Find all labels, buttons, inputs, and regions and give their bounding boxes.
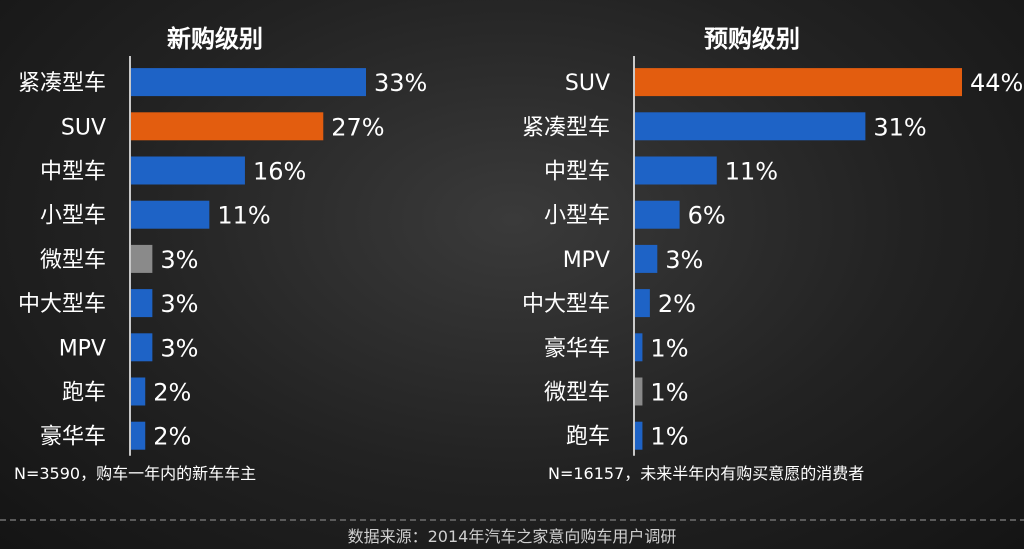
right-value-label: 1%: [650, 379, 688, 407]
right-category-label: 紧凑型车: [522, 115, 610, 140]
right-value-label: 2%: [658, 290, 696, 318]
left-category-label: 中型车: [40, 160, 106, 185]
right-value-label: 1%: [650, 423, 688, 451]
left-value-label: 3%: [160, 290, 198, 318]
right-value-label: 3%: [665, 246, 703, 274]
right-value-label: 1%: [650, 334, 688, 362]
left-chart-title: 新购级别: [167, 25, 263, 53]
right-bar: [635, 156, 717, 185]
right-sample-note: N=16157，未来半年内有购买意愿的消费者: [548, 464, 864, 483]
right-category-label: SUV: [565, 71, 610, 96]
right-value-label: 44%: [970, 69, 1023, 97]
left-value-label: 3%: [160, 334, 198, 362]
right-value-label: 11%: [725, 158, 778, 186]
left-bar: [131, 377, 146, 406]
right-category-label: 微型车: [544, 381, 610, 406]
right-bar: [635, 289, 650, 318]
left-bar: [131, 68, 366, 97]
left-value-label: 33%: [374, 69, 427, 97]
left-value-label: 11%: [217, 202, 270, 230]
right-value-label: 6%: [688, 202, 726, 230]
left-value-label: 2%: [153, 379, 191, 407]
right-bar: [635, 200, 680, 229]
right-category-label: 中型车: [544, 160, 610, 185]
right-chart-title: 预购级别: [704, 25, 800, 53]
right-value-label: 31%: [873, 113, 926, 141]
left-category-label: MPV: [59, 336, 106, 361]
right-bar: [635, 112, 866, 141]
left-bar-chart: 紧凑型车 33% SUV 27% 中型车 16% 小型车 11% 微型车 3% 中大型车 3% MPV 3…: [18, 56, 427, 456]
left-sample-note: N=3590，购车一年内的新车车主: [14, 464, 256, 483]
right-category-label: 跑车: [566, 425, 610, 450]
right-category-label: 豪华车: [544, 336, 610, 361]
left-bar: [131, 112, 324, 141]
left-bar: [131, 200, 210, 229]
right-category-label: 中大型车: [522, 292, 610, 317]
data-source: 数据来源：2014年汽车之家意向购车用户调研: [348, 527, 677, 546]
left-category-label: 紧凑型车: [18, 71, 106, 96]
left-bar: [131, 156, 245, 185]
left-bar: [131, 333, 153, 362]
right-category-label: MPV: [563, 248, 610, 273]
left-category-label: 中大型车: [18, 292, 106, 317]
left-value-label: 16%: [253, 158, 306, 186]
left-category-label: 微型车: [40, 248, 106, 273]
left-category-label: 小型车: [40, 204, 106, 229]
left-value-label: 2%: [153, 423, 191, 451]
left-bar: [131, 244, 153, 273]
right-bar: [635, 244, 658, 273]
right-bar: [635, 68, 962, 97]
left-value-label: 27%: [331, 113, 384, 141]
left-bar: [131, 289, 153, 318]
right-bar-chart: SUV 44% 紧凑型车 31% 中型车 11% 小型车 6% MPV 3% 中大型车 2% 豪华车 1%…: [522, 56, 1023, 456]
right-bar: [635, 333, 643, 362]
left-category-label: 跑车: [62, 381, 106, 406]
left-value-label: 3%: [160, 246, 198, 274]
right-category-label: 小型车: [544, 204, 610, 229]
left-category-label: 豪华车: [40, 425, 106, 450]
left-bar: [131, 421, 146, 450]
right-bar: [635, 377, 643, 406]
left-category-label: SUV: [61, 115, 106, 140]
right-bar: [635, 421, 643, 450]
